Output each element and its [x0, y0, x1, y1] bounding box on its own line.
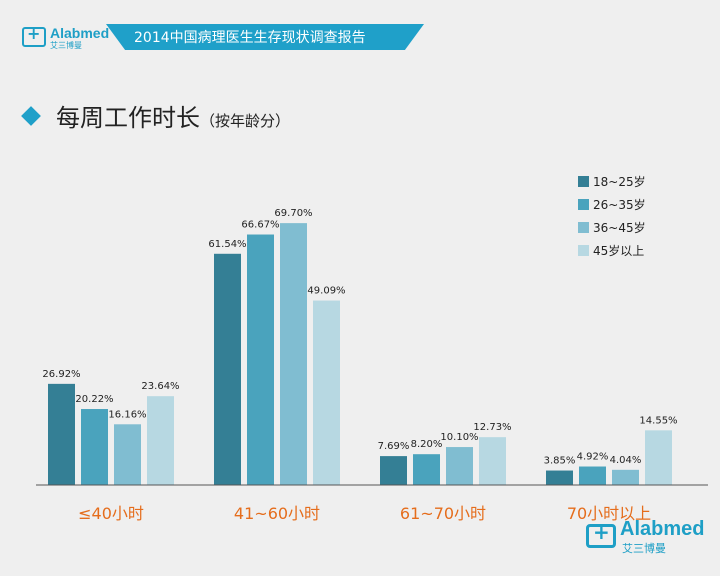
data-label: 10.10% [440, 432, 478, 443]
data-label: 66.67% [241, 220, 279, 231]
data-label: 12.73% [473, 422, 511, 433]
footer-logo-brand-text: Alabmed [620, 518, 705, 540]
medical-cross-icon [22, 24, 46, 47]
category-label: 41~60小时 [234, 504, 320, 523]
data-label: 20.22% [75, 394, 113, 405]
legend-label: 26~35岁 [593, 197, 646, 212]
legend-swatch [578, 199, 589, 210]
medical-cross-icon [586, 520, 616, 548]
legend-swatch [578, 245, 589, 256]
data-label: 69.70% [274, 208, 312, 219]
bar-3-0 [546, 470, 573, 485]
bar-0-0 [48, 383, 75, 485]
bar-3-1 [579, 466, 606, 485]
bar-2-1 [413, 454, 440, 485]
bar-0-2 [114, 424, 141, 485]
bar-1-2 [280, 223, 307, 485]
legend-label: 18~25岁 [593, 174, 646, 189]
data-label: 7.69% [378, 441, 410, 452]
alabmed-logo: Alabmed 艾三博曼 [22, 24, 110, 51]
legend-swatch [578, 176, 589, 187]
bar-2-3 [479, 437, 506, 485]
data-label: 4.92% [577, 452, 609, 463]
page-title-sub: （按年龄分） [200, 112, 291, 130]
category-label: 61~70小时 [400, 504, 486, 523]
category-label: ≤40小时 [78, 504, 144, 523]
data-label: 26.92% [42, 369, 80, 380]
legend-label: 36~45岁 [593, 220, 646, 235]
logo-brand-text: Alabmed [50, 25, 110, 41]
header: Alabmed 艾三博曼 2014中国病理医生生存现状调查报告 [0, 0, 720, 54]
data-label: 8.20% [411, 439, 443, 450]
bar-2-0 [380, 456, 407, 485]
footer-logo-brand-subtext: 艾三博曼 [622, 542, 666, 555]
page-title: 每周工作时长（按年龄分） [56, 98, 290, 133]
bar-1-0 [214, 253, 241, 485]
data-label: 4.04% [610, 455, 642, 466]
data-label: 3.85% [544, 456, 576, 467]
legend-label: 45岁以上 [593, 243, 644, 258]
page-title-main: 每周工作时长 [56, 104, 200, 132]
report-banner-text: 2014中国病理医生生存现状调查报告 [134, 30, 366, 46]
bar-0-3 [147, 396, 174, 485]
data-label: 61.54% [208, 239, 246, 250]
bar-2-2 [446, 447, 473, 485]
bar-0-1 [81, 409, 108, 485]
bar-1-3 [313, 300, 340, 485]
data-label: 14.55% [639, 415, 677, 426]
data-label: 16.16% [108, 409, 146, 420]
data-label: 49.09% [307, 286, 345, 297]
logo-brand-subtext: 艾三博曼 [50, 41, 82, 50]
legend-swatch [578, 222, 589, 233]
bar-3-3 [645, 430, 672, 485]
report-banner [106, 24, 424, 50]
alabmed-logo-footer: Alabmed 艾三博曼 [586, 516, 706, 556]
category-label: 70小时以上 [567, 504, 651, 523]
data-label: 23.64% [141, 381, 179, 392]
bar-3-2 [612, 469, 639, 485]
bar-1-1 [247, 234, 274, 485]
